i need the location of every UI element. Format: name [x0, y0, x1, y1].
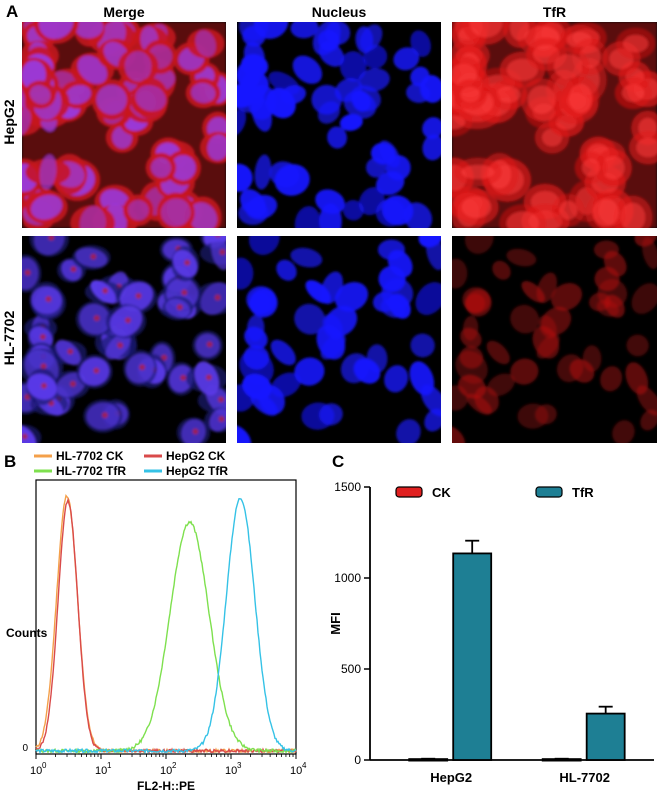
y-tick-label: 500 [341, 662, 361, 676]
x-tick-label: 10 [160, 765, 172, 777]
column-title-tfr: TfR [542, 4, 567, 20]
y-tick-label: 1000 [334, 571, 361, 585]
row-title-hepg2: HepG2 [1, 99, 17, 145]
x-tick-exponent: 4 [302, 761, 307, 770]
micrograph-hl7702-nucleus [237, 236, 441, 443]
histogram-curve-2 [35, 520, 297, 755]
micrograph-hepg2-nucleus [237, 22, 441, 228]
x-tick-label: 10 [30, 765, 42, 777]
micrograph-hepg2-merge [22, 22, 226, 228]
legend-swatch-TfR [535, 486, 563, 498]
x-tick-exponent: 3 [237, 761, 242, 770]
legend-label-3: HepG2 TfR [166, 464, 228, 478]
y-axis-label: Counts [6, 626, 48, 640]
row-title-hl7702: HL-7702 [1, 310, 17, 366]
legend-swatch-CK [395, 486, 423, 498]
micrograph-hl7702-merge [22, 236, 226, 443]
panel-c-label: C [332, 452, 345, 471]
x-tick-label: 10 [95, 765, 107, 777]
column-title-nucleus: Nucleus [311, 4, 367, 20]
bar-TfR-HL-7702 [585, 712, 626, 761]
legend-label-2: HL-7702 TfR [56, 464, 126, 478]
x-tick-exponent: 2 [172, 761, 177, 770]
micrograph-hepg2-tfr [452, 22, 657, 228]
x-tick-label: 10 [225, 765, 237, 777]
micrograph-hl7702-tfr [452, 236, 657, 443]
y-axis-label: MFI [328, 612, 343, 634]
histogram-curve-3 [35, 497, 297, 755]
mfi-bar-chart: 0 500 1000 1500 MFI HepG2 HL-7702 CK TfR [328, 480, 654, 785]
x-tick-exponent: 1 [107, 761, 112, 770]
panel-b-label: B [4, 452, 17, 471]
x-tick-exponent: 0 [42, 761, 47, 770]
x-category-label: HL-7702 [559, 770, 610, 785]
panel-a-label: A [6, 2, 19, 21]
x-tick-label: 10 [290, 765, 302, 777]
y-tick-label: 1500 [334, 480, 361, 494]
bar-TfR-HepG2 [452, 552, 493, 761]
legend-label-0: HL-7702 CK [56, 449, 124, 463]
y-tick-label: 0 [22, 743, 28, 754]
column-title-merge: Merge [103, 4, 145, 20]
x-category-label: HepG2 [430, 770, 472, 785]
legend-label-1: HepG2 CK [166, 449, 226, 463]
x-axis-label: FL2-H::PE [137, 779, 195, 793]
legend-label-TfR: TfR [572, 485, 594, 500]
legend-label-CK: CK [432, 485, 451, 500]
y-tick-label: 0 [354, 753, 361, 767]
